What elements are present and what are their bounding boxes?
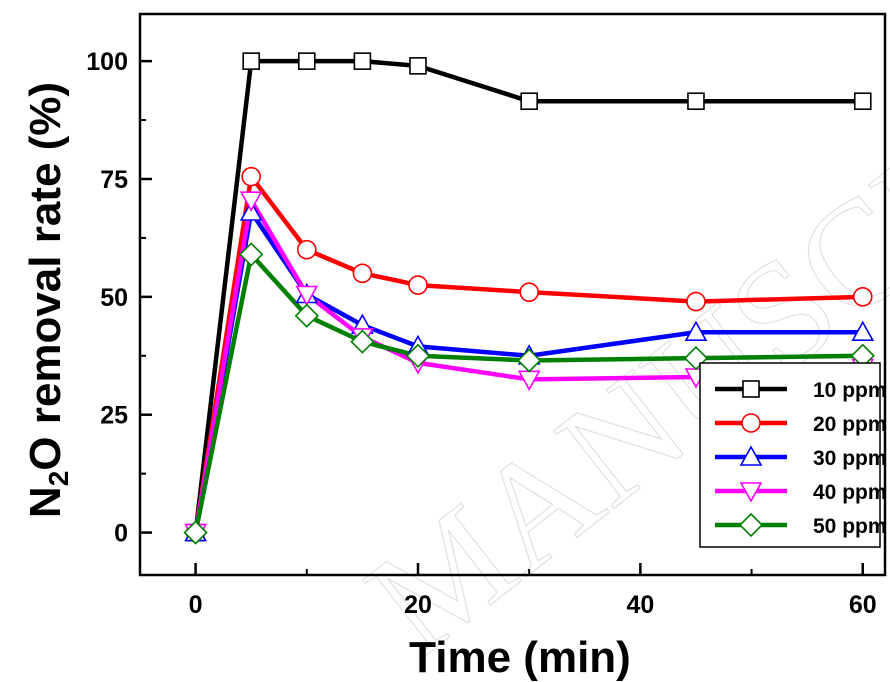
data-point <box>295 285 319 307</box>
series-20-ppm <box>193 174 863 533</box>
y-axis-title-subscript: 2 <box>43 471 74 487</box>
x-tick-label: 60 <box>849 591 877 619</box>
y-tick-label: 25 <box>100 402 128 430</box>
legend-item: 40 ppm <box>715 481 887 504</box>
legend-marker <box>741 413 761 433</box>
y-axis-title: N2O removal rate (%) <box>21 82 74 518</box>
data-point <box>852 287 873 307</box>
series-markers-50-ppm <box>183 242 875 545</box>
legend-label: 20 ppm <box>813 413 887 436</box>
y-tick-label: 0 <box>114 520 128 548</box>
data-point <box>851 320 875 342</box>
data-point <box>517 348 542 373</box>
series-line <box>193 174 863 533</box>
data-point <box>853 92 872 111</box>
series-line <box>193 209 863 533</box>
legend-marker <box>739 445 763 466</box>
data-point <box>296 239 317 260</box>
x-tick-label: 0 <box>189 591 203 619</box>
data-point <box>294 303 319 328</box>
x-tick-label: 40 <box>626 591 654 619</box>
legend-label: 40 ppm <box>813 481 887 504</box>
legend-item: 30 ppm <box>715 445 887 470</box>
legend-marker <box>739 482 763 503</box>
data-point <box>686 291 706 312</box>
legend-item: 10 ppm <box>715 379 887 402</box>
y-tick-label: 100 <box>86 48 128 76</box>
data-point <box>520 92 538 111</box>
data-point <box>409 57 427 75</box>
y-tick-label: 75 <box>100 166 128 194</box>
data-point <box>350 329 375 354</box>
x-tick-label: 20 <box>404 591 432 619</box>
series-layer <box>183 52 875 545</box>
legend-item: 50 ppm <box>715 512 887 538</box>
y-axis-title-main: N <box>21 486 70 518</box>
data-point <box>353 52 372 70</box>
data-point <box>408 275 428 295</box>
data-point <box>519 282 539 302</box>
data-point <box>687 92 705 111</box>
series-line <box>193 252 863 534</box>
data-point <box>684 320 708 342</box>
legend-item: 20 ppm <box>715 413 887 436</box>
y-tick-label: 50 <box>100 284 128 312</box>
data-point <box>405 343 431 368</box>
plot-frame <box>138 12 887 577</box>
series-50-ppm <box>193 252 863 534</box>
data-point <box>241 166 261 187</box>
legend: 10 ppm 20 ppm 30 ppm 40 ppm 50 ppm <box>699 362 887 548</box>
legend-label: 50 ppm <box>813 515 887 538</box>
data-point <box>239 191 263 212</box>
legend-label: 10 ppm <box>813 379 887 402</box>
legend-marker <box>742 380 760 398</box>
data-point <box>242 52 260 70</box>
data-point <box>352 263 373 284</box>
data-point <box>183 520 208 545</box>
legend-marker <box>738 512 764 538</box>
data-point <box>297 52 316 70</box>
series-10-ppm <box>193 58 863 533</box>
legend-label: 30 ppm <box>813 447 887 470</box>
series-30-ppm <box>193 209 863 533</box>
x-axis-title: Time (min) <box>409 633 631 682</box>
axis-ticks: 0 20 40 60 0 25 50 75 100 <box>86 48 876 619</box>
plot-border <box>138 12 887 577</box>
series-line <box>193 58 863 533</box>
y-axis-title-rest: O removal rate (%) <box>21 82 70 471</box>
data-point <box>239 242 264 267</box>
